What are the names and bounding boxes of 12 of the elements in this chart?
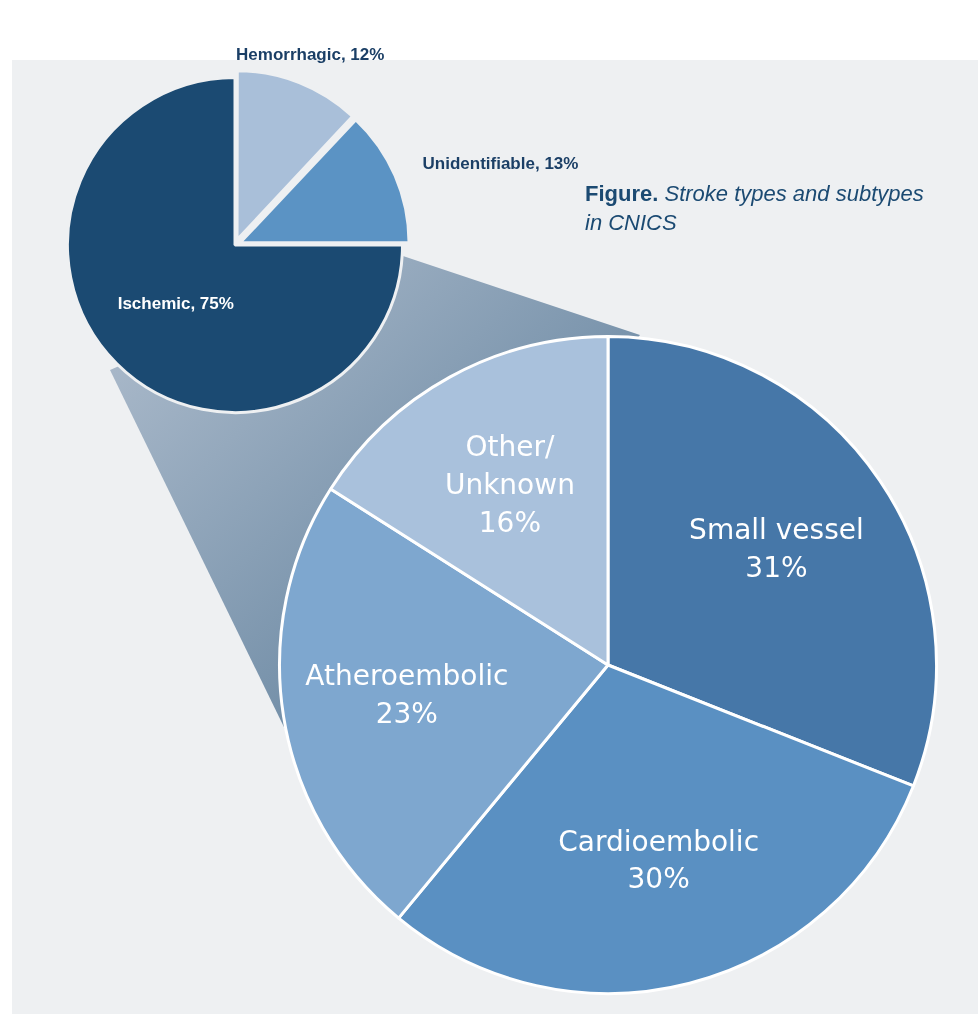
- data-label: 16%: [478, 505, 541, 539]
- slice-label: Atheroembolic: [305, 659, 509, 693]
- data-label: 23%: [375, 697, 438, 731]
- slice-label: Unidentifiable, 13%: [422, 153, 579, 173]
- data-label: 31%: [745, 550, 808, 584]
- slice-label: Cardioembolic: [558, 824, 760, 858]
- data-label: 30%: [627, 862, 690, 896]
- slice-label: Other/Unknown: [444, 430, 575, 501]
- slice-label: Ischemic, 75%: [117, 293, 234, 313]
- slice-label: Hemorrhagic, 12%: [236, 44, 385, 64]
- slice-label: Small vessel: [689, 512, 864, 546]
- text: Figure. Stroke types and subtypes in CNICS: [585, 181, 924, 235]
